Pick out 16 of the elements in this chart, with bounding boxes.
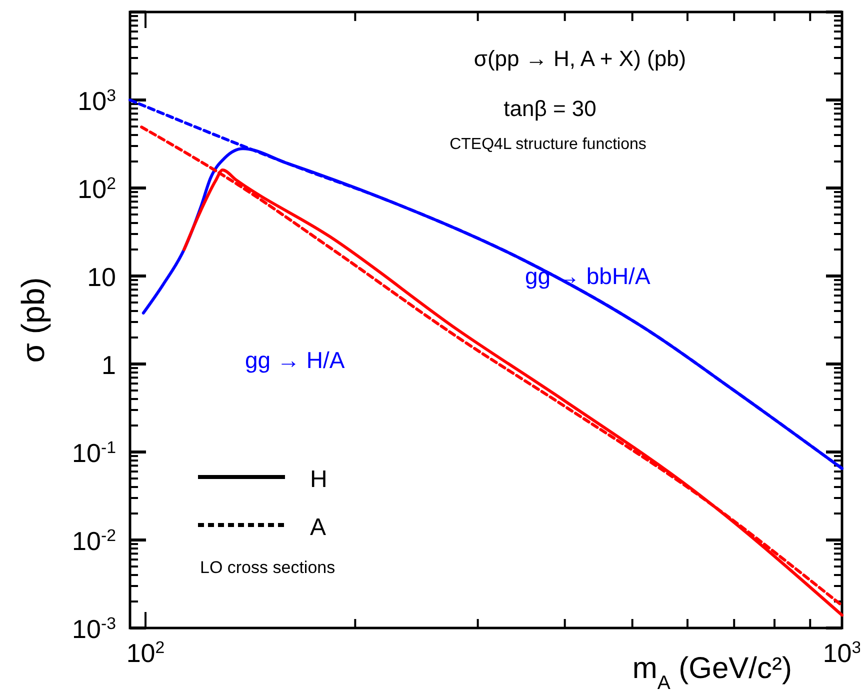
x-axis-title: m$_{A}$ (GeV/c²) <box>632 652 792 694</box>
y-axis-title: σ (pb) <box>15 277 51 363</box>
y-tick-label: 1 <box>102 350 116 380</box>
y-tick-label: 10 <box>87 262 116 292</box>
annotation: gg → H/A <box>245 347 346 373</box>
y-tick-label: 10$^{-2}$ <box>72 526 116 556</box>
annotation: LO cross sections <box>200 558 336 577</box>
y-tick-label: 10$^{-3}$ <box>72 614 116 644</box>
text: σ(pp → H, A + X) (pb) <box>474 46 686 71</box>
annotation: A <box>310 514 326 541</box>
y-tick-label: 10$^{2}$ <box>78 174 116 204</box>
y-tick-label: 10$^{-1}$ <box>72 438 116 468</box>
annotation: H <box>310 466 328 493</box>
annotation: CTEQ4L structure functions <box>450 136 646 153</box>
y-tick-label: 10$^{3}$ <box>78 86 116 116</box>
annotation: tanβ = 30 <box>504 96 596 121</box>
